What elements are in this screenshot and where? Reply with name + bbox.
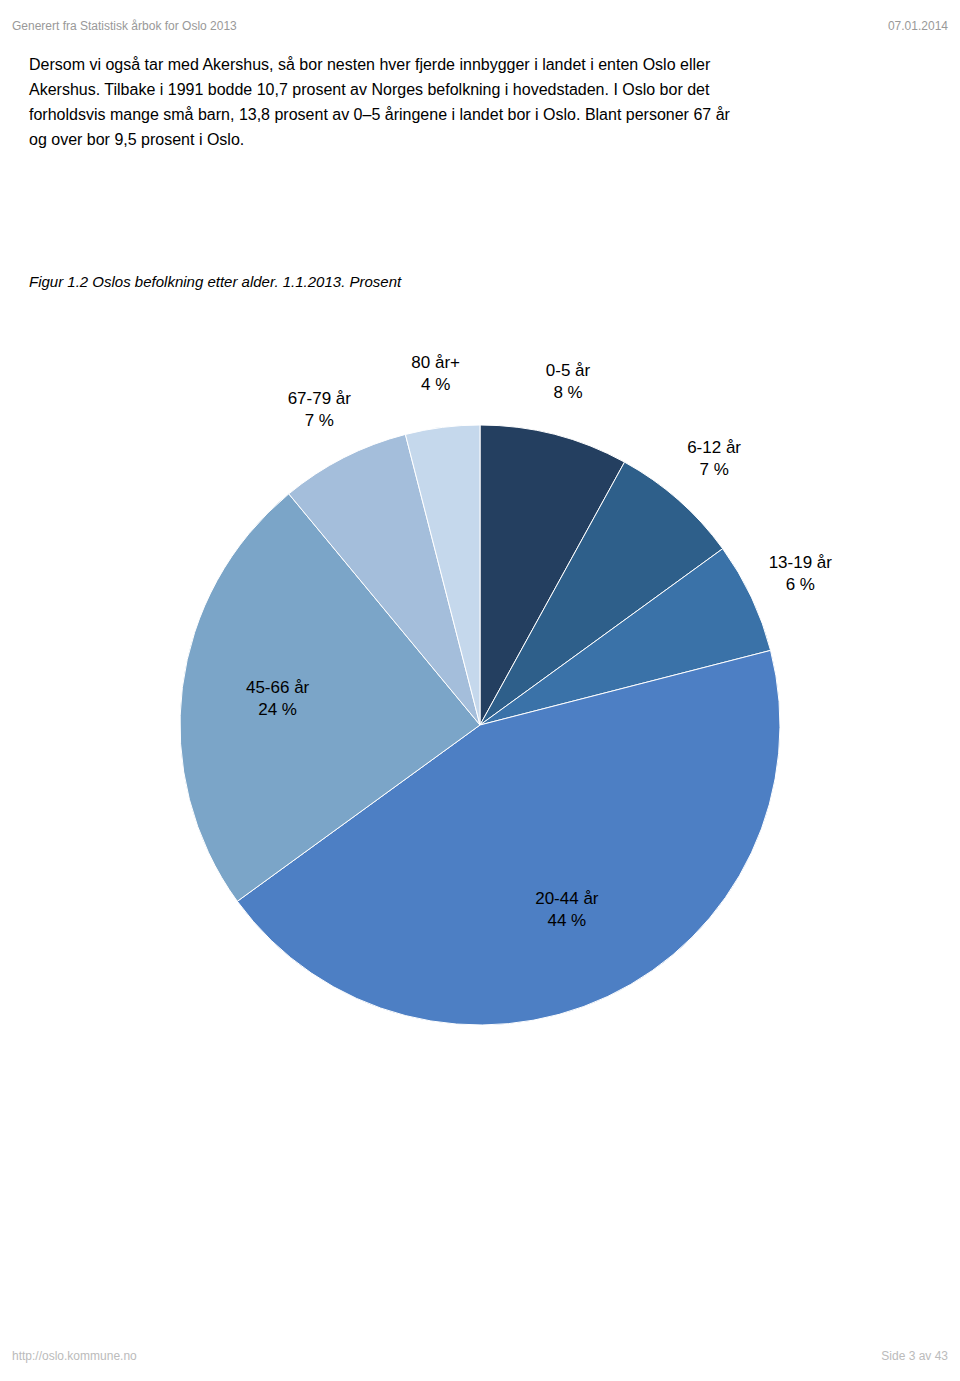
- slice-label: 67-79 år 7 %: [288, 389, 352, 430]
- footer-left: http://oslo.kommune.no: [12, 1349, 137, 1363]
- slice-label: 20-44 år 44 %: [535, 889, 599, 930]
- slice-label: 6-12 år 7 %: [687, 439, 741, 480]
- slice-value-label: 7 %: [305, 411, 334, 430]
- header-date: 07.01.2014: [888, 19, 948, 33]
- slice-value-label: 4 %: [421, 375, 450, 394]
- slice-category: 45-66 år: [246, 679, 310, 698]
- slice-value-label: 24 %: [258, 701, 297, 720]
- slice-category: 6-12 år: [687, 439, 741, 458]
- slice-value-label: 7 %: [699, 461, 728, 480]
- slice-label: 13-19 år 6 %: [769, 554, 833, 595]
- pie-slice: [405, 425, 480, 725]
- slice-value-label: 44 %: [547, 911, 586, 930]
- body-line: og over bor 9,5 prosent i Oslo.: [29, 131, 244, 148]
- slice-label: 0-5 år 8 %: [546, 362, 591, 403]
- slice-category: 13-19 år: [769, 554, 833, 573]
- slice-value-label: 8 %: [553, 384, 582, 403]
- footer-right: Side 3 av 43: [881, 1349, 948, 1363]
- header-title: Generert fra Statistisk årbok for Oslo 2…: [12, 19, 237, 33]
- body-line: forholdsvis mange små barn, 13,8 prosent…: [29, 106, 731, 123]
- slice-value-label: 6 %: [786, 576, 815, 595]
- pie: [180, 425, 780, 1025]
- body-line: Dersom vi også tar med Akershus, så bor …: [29, 56, 711, 73]
- slice-category: 20-44 år: [535, 889, 599, 908]
- slice-category: 0-5 år: [546, 362, 591, 381]
- page: Generert fra Statistisk årbok for Oslo 2…: [0, 0, 960, 1381]
- slice-category: 80 år+: [411, 353, 460, 372]
- body-text: Dersom vi også tar med Akershus, så bor …: [29, 56, 731, 148]
- body-line: Akershus. Tilbake i 1991 bodde 10,7 pros…: [29, 81, 710, 98]
- chart-title: Figur 1.2 Oslos befolkning etter alder. …: [29, 273, 402, 290]
- slice-labels: 0-5 år 8 % 6-12 år 7 % 13-19 år 6 % 20-44 år 44…: [246, 353, 832, 930]
- slice-label: 45-66 år 24 %: [246, 679, 310, 720]
- slice-category: 67-79 år: [288, 389, 352, 408]
- slice-label: 80 år+ 4 %: [411, 353, 460, 394]
